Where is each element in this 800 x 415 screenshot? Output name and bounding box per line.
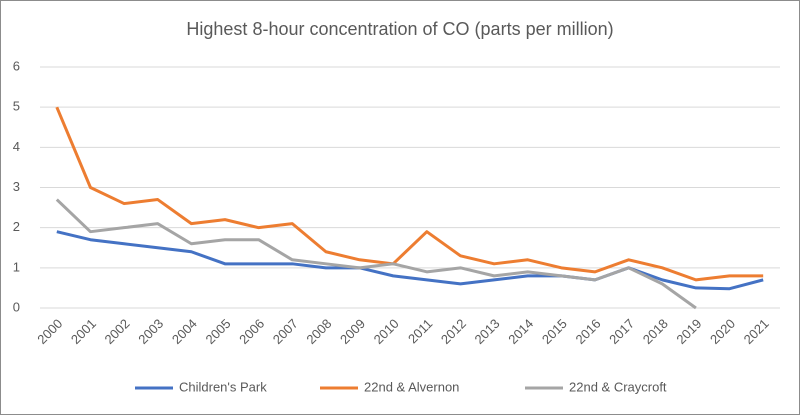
series-line [55, 106, 764, 282]
y-tick-label: 2 [13, 219, 20, 234]
y-tick-label: 4 [13, 139, 20, 154]
y-tick-label: 1 [13, 259, 20, 274]
legend-label: Children's Park [179, 379, 267, 394]
series-line [55, 198, 697, 310]
y-tick-label: 3 [13, 179, 20, 194]
y-tick-label: 6 [13, 58, 20, 73]
series-line [56, 230, 764, 291]
legend-label: 22nd & Craycroft [569, 379, 667, 394]
legend-label: 22nd & Alvernon [364, 379, 459, 394]
y-tick-label: 0 [13, 299, 20, 314]
chart-title: Highest 8-hour concentration of CO (part… [186, 19, 613, 39]
y-tick-label: 5 [13, 99, 20, 114]
